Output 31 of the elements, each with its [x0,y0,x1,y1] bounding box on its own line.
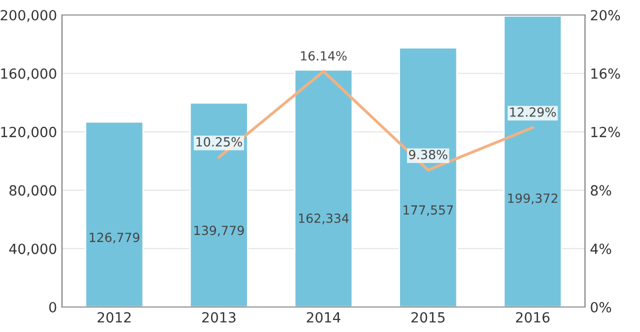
data-label: 9.38% [409,150,448,160]
y-tick-label: 0 [49,302,56,312]
bar [189,102,248,307]
x-tick-label: 2014 [306,312,340,323]
y-tick-label: 40,000 [9,244,56,256]
data-label: 12.29% [510,107,556,117]
x-tick-label: 2013 [202,312,236,323]
bar [503,15,562,307]
y2-tick-label: 0% [590,302,612,312]
x-tick-label: 2015 [411,312,445,323]
data-label: 139,779 [194,226,244,236]
data-label: 10.25% [196,137,242,147]
x-tick-label: 2016 [516,312,550,323]
y2-tick-label: 16% [591,68,620,79]
y-tick-label: 80,000 [9,185,56,198]
bar [398,47,458,307]
y2-tick-label: 12% [591,126,620,138]
data-label: 199,372 [508,193,558,204]
bar [294,69,353,307]
y2-tick-label: 8% [590,185,612,196]
y2-tick-label: 4% [590,244,612,254]
y2-tick-label: 20% [590,10,620,20]
y-tick-label: 120,000 [1,126,56,139]
data-label: 162,334 [299,213,349,224]
x-tick-label: 2012 [98,312,131,323]
y-tick-label: 160,000 [1,68,56,80]
data-label: 126,779 [90,232,140,244]
data-label: 16.14% [301,51,347,61]
bar [84,121,144,307]
data-label: 177,557 [404,205,453,216]
y-tick-label: 200,000 [0,10,56,22]
